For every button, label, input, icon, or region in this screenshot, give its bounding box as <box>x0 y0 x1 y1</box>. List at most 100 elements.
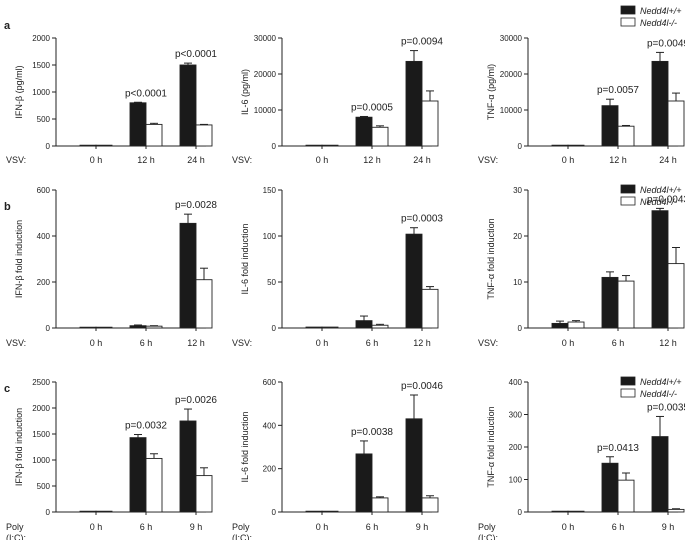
x-tick-label: 0 h <box>316 522 329 532</box>
p-value-annotation: p<0.0001 <box>125 88 167 99</box>
bar-wt <box>405 60 423 147</box>
y-tick-label: 500 <box>37 482 51 491</box>
bar-ko <box>371 497 389 513</box>
bar-ko <box>95 326 113 329</box>
y-tick-label: 100 <box>509 476 523 485</box>
chart-panel-c-1: 0 500 1000 1500 2000 2500 IFN-β fold induction… <box>14 378 217 532</box>
y-tick-label: 0 <box>272 142 277 151</box>
y-axis-label: IFN-β fold induction <box>14 220 24 298</box>
bar-wt <box>405 418 423 513</box>
legend-label-wt: Nedd4l+/+ <box>640 6 682 16</box>
x-tick-label: 0 h <box>90 338 103 348</box>
y-tick-label: 300 <box>509 411 523 420</box>
bar-wt <box>651 436 669 513</box>
bar-ko <box>617 479 635 513</box>
x-tick-label: 0 h <box>562 155 575 165</box>
legend-swatch-wt <box>620 184 636 194</box>
chart-panel-c-2: 0 200 400 600 IL-6 fold induction 0 h 6 h 9 h p=… <box>240 378 443 532</box>
x-tick-label: 0 h <box>316 155 329 165</box>
y-tick-label: 600 <box>37 186 51 195</box>
legend-label-ko: Nedd4l-/- <box>640 389 677 399</box>
bar-wt <box>179 64 197 147</box>
y-tick-label: 30 <box>513 186 522 195</box>
bar-ko <box>195 124 213 147</box>
panel-letter-a: a <box>4 20 11 32</box>
bar-ko <box>371 324 389 329</box>
y-tick-label: 0 <box>272 508 277 517</box>
stimulus-label-c-1-b: (I:C): <box>232 533 252 540</box>
stimulus-label-a-1: VSV: <box>232 155 252 165</box>
y-tick-label: 400 <box>509 378 523 387</box>
legend-label-wt: Nedd4l+/+ <box>640 377 682 387</box>
bar-wt <box>601 462 619 513</box>
y-tick-label: 500 <box>37 115 51 124</box>
stimulus-label-b-1: VSV: <box>232 338 252 348</box>
chart-panel-a-1: 0 500 1000 1500 2000 IFN-β (pg/ml) 0 h 12 h 24 h… <box>14 34 217 165</box>
legend-label-wt: Nedd4l+/+ <box>640 185 682 195</box>
y-tick-label: 1500 <box>32 61 50 70</box>
y-axis-label: IL-6 fold induction <box>240 223 250 294</box>
y-tick-label: 0 <box>518 324 523 333</box>
bar-ko <box>145 457 163 513</box>
chart-panel-c-3: 0 100 200 300 400 TNF-α fold induction 0 h 6 h 9… <box>486 378 685 532</box>
p-value-annotation: p=0.0003 <box>401 214 443 225</box>
bar-wt <box>179 222 197 329</box>
stimulus-label-c-2-b: (I:C): <box>478 533 498 540</box>
bar-wt <box>79 326 97 329</box>
bar-wt <box>129 325 147 329</box>
y-tick-label: 50 <box>267 278 276 287</box>
bar-wt <box>305 326 323 329</box>
y-axis-label: IFN-β (pg/ml) <box>14 65 24 118</box>
bar-ko <box>667 100 685 147</box>
p-value-annotation: p=0.0046 <box>401 381 443 392</box>
p-value-annotation: p=0.0035 <box>647 402 685 413</box>
y-tick-label: 0 <box>46 142 51 151</box>
bar-ko <box>321 326 339 329</box>
bar-ko <box>421 288 439 329</box>
bar-ko <box>95 144 113 147</box>
bar-ko <box>145 123 163 147</box>
bar-wt <box>355 116 373 147</box>
chart-panel-a-3: 0 10000 20000 30000 TNF-α (pg/ml) 0 h 12 h 24 h… <box>486 34 685 165</box>
y-tick-label: 100 <box>263 232 277 241</box>
bar-wt <box>405 233 423 329</box>
x-tick-label: 24 h <box>187 155 205 165</box>
p-value-annotation: p=0.0026 <box>175 395 217 406</box>
x-tick-label: 12 h <box>187 338 205 348</box>
legend-b: Nedd4l+/+ Nedd4l-/- <box>620 184 682 207</box>
legend-swatch-wt <box>620 5 636 15</box>
y-tick-label: 20 <box>513 232 522 241</box>
bar-wt <box>651 60 669 147</box>
y-axis-label: TNF-α (pg/ml) <box>486 64 496 120</box>
y-axis-label: IL-6 (pg/ml) <box>240 69 250 115</box>
x-tick-label: 12 h <box>137 155 155 165</box>
stimulus-label-a-2: VSV: <box>478 155 498 165</box>
bar-ko <box>371 126 389 147</box>
bar-wt <box>355 453 373 513</box>
legend-swatch-wt <box>620 376 636 386</box>
y-tick-label: 1500 <box>32 430 50 439</box>
bar-wt <box>79 144 97 147</box>
bar-ko <box>667 508 685 513</box>
y-tick-label: 20000 <box>500 70 523 79</box>
p-value-annotation: p=0.0028 <box>175 200 217 211</box>
bar-wt <box>551 144 569 147</box>
bar-ko <box>617 125 635 147</box>
y-tick-label: 0 <box>518 142 523 151</box>
y-tick-label: 0 <box>518 508 523 517</box>
bar-wt <box>79 510 97 513</box>
y-axis-label: TNF-α fold induction <box>486 406 496 487</box>
panel-letter-c: c <box>4 383 10 395</box>
stimulus-label-c-1: Poly <box>232 522 250 532</box>
stimulus-label-a-0: VSV: <box>6 155 26 165</box>
p-value-annotation: p=0.0005 <box>351 102 393 113</box>
y-axis-label: IL-6 fold induction <box>240 411 250 482</box>
y-tick-label: 400 <box>263 421 277 430</box>
y-tick-label: 1000 <box>32 456 50 465</box>
y-tick-label: 200 <box>263 465 277 474</box>
y-tick-label: 0 <box>46 324 51 333</box>
legend-swatch-ko <box>620 17 636 27</box>
y-tick-label: 30000 <box>254 34 277 43</box>
y-tick-label: 20000 <box>254 70 277 79</box>
p-value-annotation: p=0.0032 <box>125 421 167 432</box>
